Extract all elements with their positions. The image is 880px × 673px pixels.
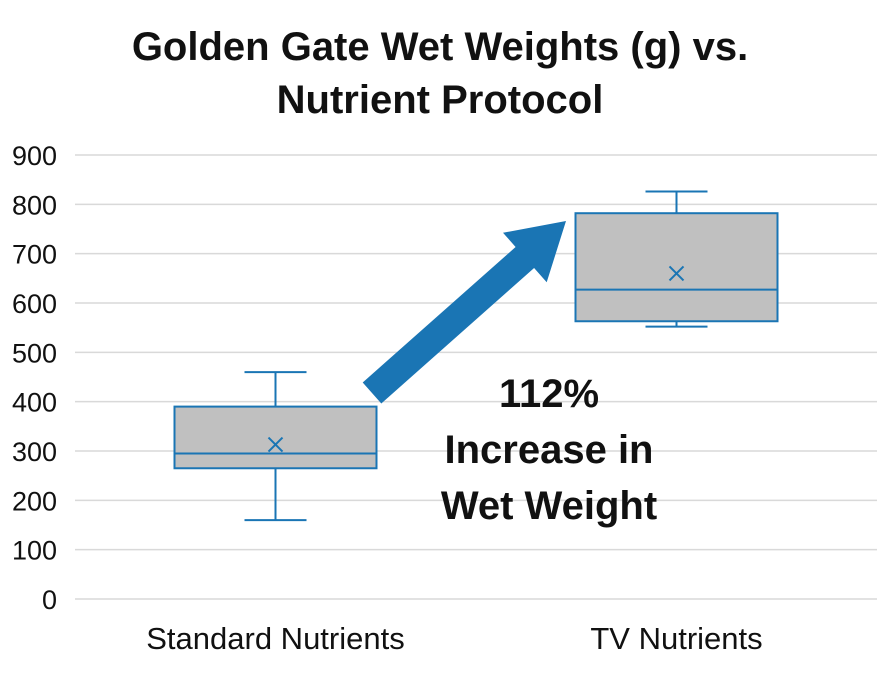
chart-title-line-2: Nutrient Protocol: [277, 78, 604, 122]
y-tick-label: 500: [12, 338, 57, 368]
annotation-line-1: 112%: [499, 372, 599, 416]
y-tick-label: 200: [12, 486, 57, 516]
annotation-line-2: Increase in: [444, 428, 653, 472]
x-category-label: TV Nutrients: [590, 621, 762, 656]
interquartile-box: [574, 212, 779, 323]
mean-marker: [668, 265, 685, 282]
box-1: [173, 371, 378, 522]
x-axis-category-labels: Standard Nutrients TV Nutrients: [146, 621, 762, 656]
box-series: [173, 190, 779, 522]
increase-arrow: [362, 221, 566, 404]
y-tick-label: 700: [12, 240, 57, 270]
interquartile-box: [173, 405, 378, 470]
y-tick-label: 800: [12, 190, 57, 220]
mean-marker-stroke: [668, 265, 685, 282]
y-tick-label: 900: [12, 141, 57, 171]
arrow-shape: [362, 221, 566, 404]
increase-annotation: 112% Increase in Wet Weight: [441, 372, 657, 528]
box-2: [574, 190, 779, 328]
y-tick-label: 100: [12, 536, 57, 566]
y-tick-label: 400: [12, 388, 57, 418]
y-tick-label: 0: [42, 585, 57, 615]
annotation-line-3: Wet Weight: [441, 484, 657, 528]
chart-title-line-1: Golden Gate Wet Weights (g) vs.: [132, 25, 748, 69]
y-axis-tick-labels: 0 100 200 300 400 500 600 700 800 900: [12, 141, 57, 615]
chart-title: Golden Gate Wet Weights (g) vs. Nutrient…: [132, 25, 748, 122]
x-category-label: Standard Nutrients: [146, 621, 404, 656]
y-tick-label: 300: [12, 437, 57, 467]
mean-marker-stroke: [267, 436, 284, 453]
mean-marker: [267, 436, 284, 453]
y-tick-label: 600: [12, 289, 57, 319]
